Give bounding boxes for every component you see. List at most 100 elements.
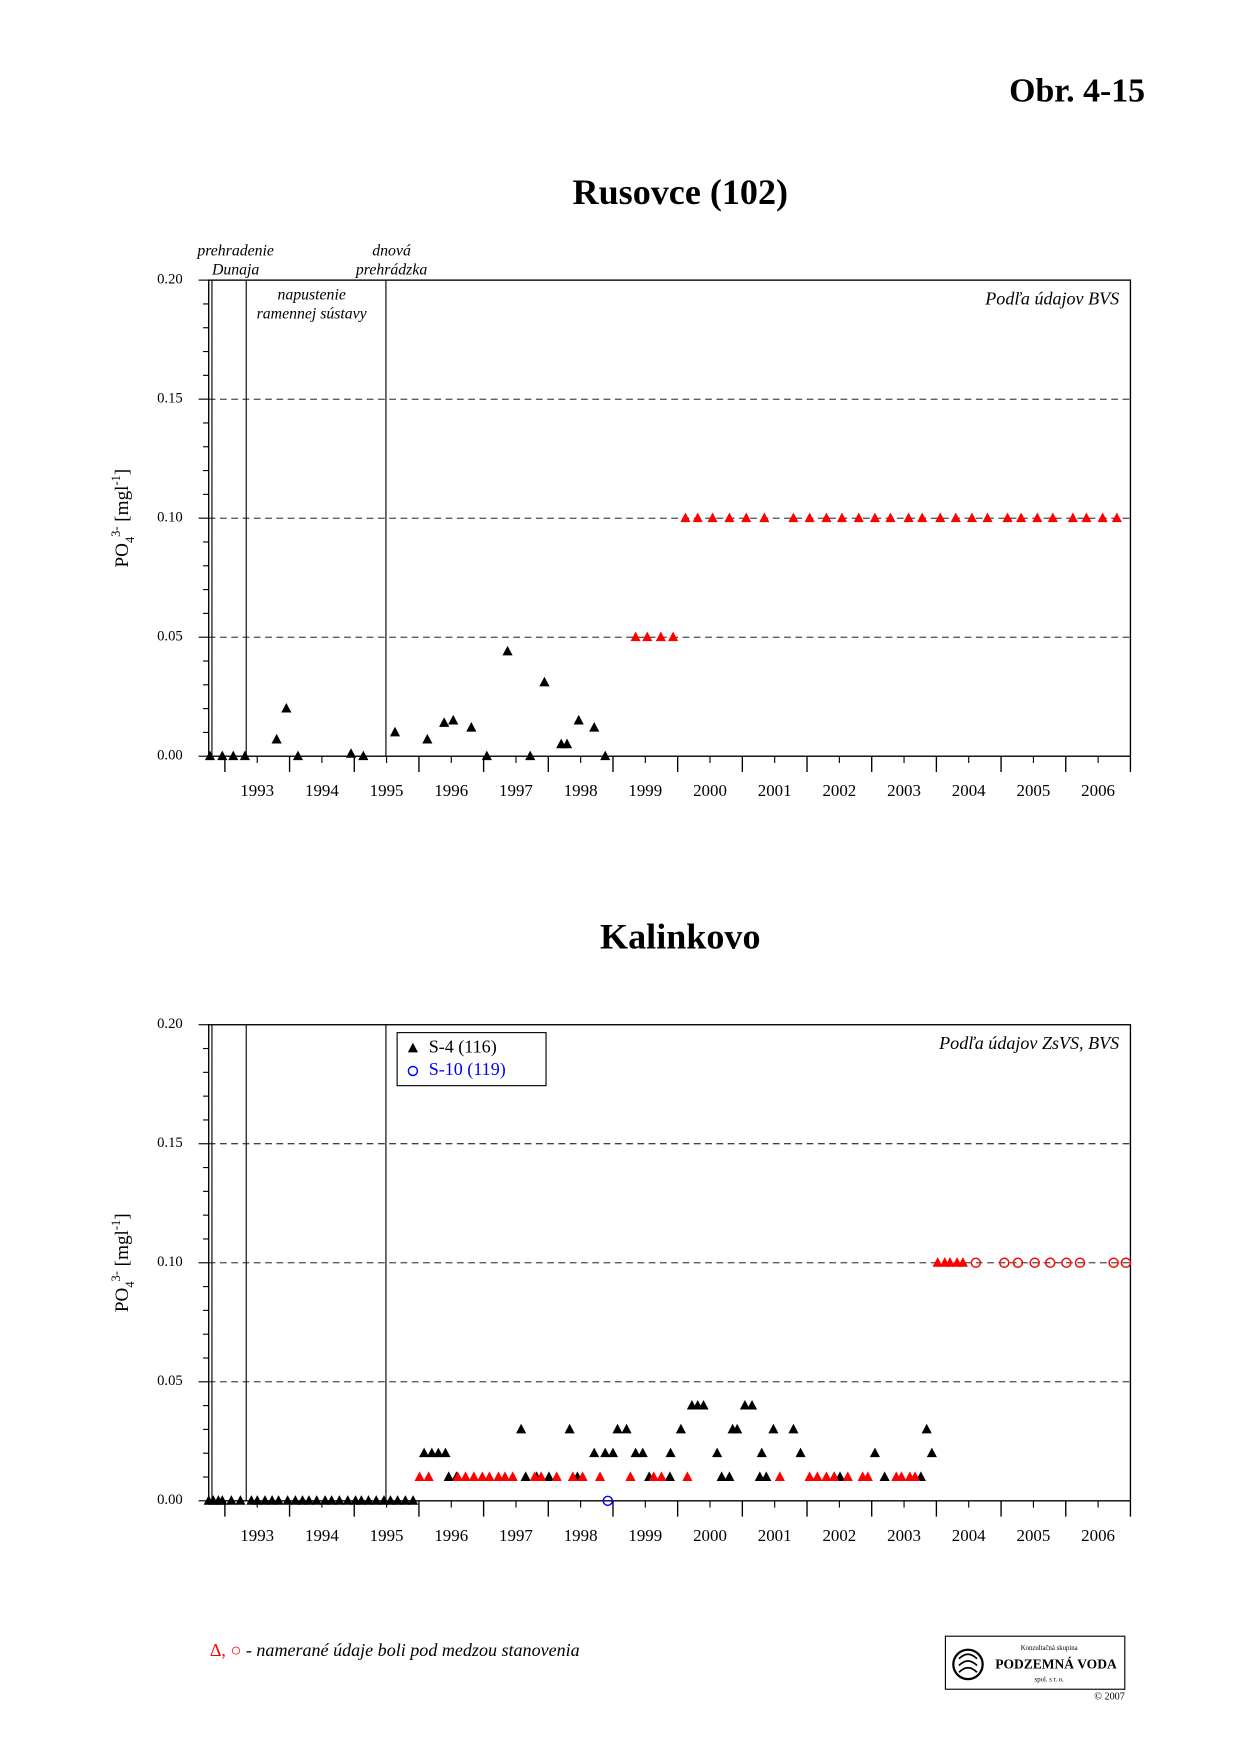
legend-marker	[407, 1065, 419, 1077]
logo-line3: spol. s r. o.	[1035, 1677, 1065, 1684]
y-axis-label-part: PO	[113, 1288, 134, 1313]
data-point	[594, 1471, 606, 1481]
data-point	[600, 750, 611, 761]
x-tick-label: 1999	[628, 781, 662, 800]
data-point	[400, 1495, 411, 1505]
x-tick-label: 2004	[952, 781, 986, 800]
logo-icon	[952, 1648, 984, 1681]
data-point	[539, 676, 550, 687]
y-tick-label: 0.10	[157, 1254, 183, 1270]
data-point	[414, 1471, 425, 1481]
y-axis-label-part: PO	[113, 543, 134, 568]
event-label: Dunaja	[211, 262, 259, 279]
data-point	[1061, 1257, 1072, 1269]
logo-waves	[958, 1653, 978, 1673]
data-point	[363, 1495, 374, 1505]
data-point	[499, 1471, 511, 1481]
x-tick-label: 2006	[1081, 781, 1115, 800]
x-tick-label: 1996	[434, 1526, 468, 1545]
data-point	[788, 1423, 799, 1434]
data-point	[885, 512, 896, 523]
y-tick-label: 0.20	[157, 271, 183, 287]
data-point	[573, 714, 584, 725]
data-point	[426, 1447, 437, 1458]
data-point	[577, 1471, 588, 1481]
data-point	[320, 1495, 331, 1505]
logo-line1: Konzultačná skupina	[1021, 1645, 1078, 1652]
data-point	[440, 1447, 451, 1458]
y-axis-label-part: [mgl	[113, 1230, 134, 1271]
footnote: Δ, ○ - namerané údaje boli pod medzou st…	[210, 1640, 580, 1660]
y-axis-label-part: [mgl	[113, 486, 134, 527]
data-point	[853, 512, 864, 523]
data-point	[879, 1471, 890, 1481]
data-point	[935, 512, 946, 523]
data-point	[267, 1495, 278, 1505]
data-point	[433, 1447, 444, 1458]
data-point	[842, 1471, 853, 1481]
event-label: ramennej sústavy	[257, 306, 368, 323]
data-point	[239, 750, 251, 761]
data-point	[1097, 512, 1108, 523]
data-point	[507, 1471, 518, 1481]
x-tick-label: 2003	[887, 781, 921, 800]
data-point	[1081, 512, 1092, 523]
legend-label: S-4 (116)	[429, 1037, 497, 1058]
legend-marker	[407, 1042, 418, 1053]
data-point	[621, 1423, 632, 1434]
y-tick-label: 0.00	[157, 1492, 183, 1508]
data-point	[516, 1423, 527, 1434]
data-point	[768, 1423, 779, 1434]
data-point	[448, 714, 459, 725]
y-axis-label-part: 3-	[109, 527, 123, 537]
x-tick-label: 1997	[499, 1526, 533, 1545]
data-point	[1029, 1257, 1040, 1269]
y-axis-label-part: ]	[113, 469, 134, 475]
data-point	[1016, 512, 1027, 523]
x-tick-label: 2000	[693, 781, 727, 800]
data-point	[520, 1471, 531, 1481]
data-point	[334, 1495, 345, 1505]
y-tick-label: 0.10	[157, 510, 183, 526]
data-point	[692, 512, 703, 523]
x-tick-label: 2004	[952, 1526, 986, 1545]
data-point	[423, 1471, 434, 1481]
x-tick-label: 2005	[1017, 781, 1051, 800]
x-tick-label: 1998	[564, 781, 598, 800]
data-point	[235, 1495, 246, 1505]
data-point	[821, 1471, 832, 1481]
data-point	[385, 1495, 396, 1505]
data-point	[804, 1471, 815, 1481]
logo: Konzultačná skupina PODZEMNÁ VODA spol. …	[944, 1635, 1126, 1702]
data-point	[724, 1471, 735, 1481]
data-point	[829, 1471, 840, 1481]
data-point	[259, 1495, 271, 1505]
data-point	[1108, 1257, 1119, 1269]
data-point	[707, 512, 718, 523]
data-point	[909, 1471, 921, 1481]
source-note: Podľa údajov BVS	[984, 289, 1119, 309]
data-point	[896, 1471, 907, 1481]
data-point	[1074, 1257, 1086, 1269]
data-point	[665, 1447, 676, 1458]
data-point	[303, 1495, 315, 1505]
data-point	[642, 631, 653, 642]
x-tick-label: 2001	[758, 781, 792, 800]
data-point	[342, 1495, 353, 1505]
data-point	[682, 1471, 693, 1481]
data-point	[788, 512, 799, 523]
y-axis-label-part: 3-	[109, 1271, 123, 1281]
x-tick-label: 1993	[240, 1526, 274, 1545]
x-tick-label: 1996	[434, 781, 468, 800]
y-tick-label: 0.15	[157, 391, 183, 407]
event-label: prehradenie	[196, 243, 274, 260]
data-point	[648, 1471, 659, 1481]
data-point	[525, 750, 536, 761]
data-point	[477, 1471, 488, 1481]
data-point	[443, 1471, 454, 1481]
data-point	[812, 1471, 823, 1481]
data-point	[217, 750, 228, 761]
data-point	[724, 512, 735, 523]
data-point	[217, 1495, 228, 1505]
